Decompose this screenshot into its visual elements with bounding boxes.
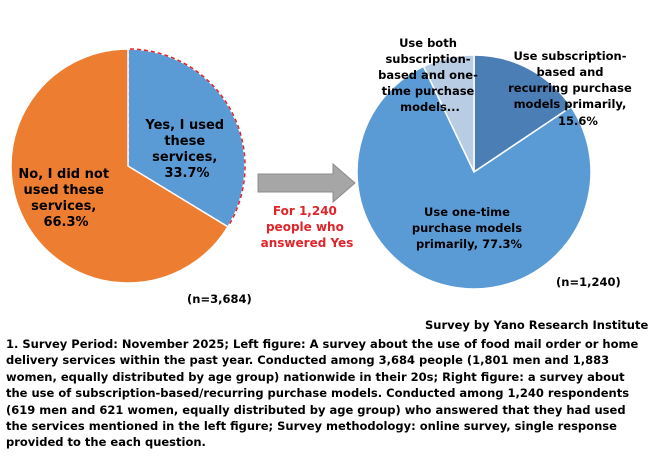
pie-slice-subscription — [473, 54, 573, 174]
right-subscription-label: Use subscription- based and recurring pu… — [508, 49, 636, 128]
right-n-label: (n=1,240) — [556, 275, 621, 289]
left-yes-label: Yes, I used these services, 33.7% — [144, 118, 228, 181]
right-pie-chart — [356, 54, 592, 290]
left-no-label: No, I did not used these services, 66.3% — [18, 167, 113, 230]
pie-slice-yes-highlight-border — [127, 48, 246, 228]
right-arrow-icon — [257, 162, 356, 204]
arrow-caption: For 1,240 people who answered Yes — [261, 204, 354, 250]
footnote: 1. Survey Period: November 2025; Left fi… — [6, 337, 639, 450]
left-n-label: (n=3,684) — [187, 292, 252, 306]
right-onetime-label: Use one-time purchase models primarily, … — [412, 205, 526, 251]
pie-slice-no — [10, 48, 229, 284]
pie-slice-both — [422, 54, 475, 173]
pie-slice-one-time — [356, 65, 592, 290]
source-credit: Survey by Yano Research Institute — [425, 318, 649, 332]
right-both-label: Use both subscription- based and one- ti… — [378, 36, 482, 114]
left-pie-chart — [10, 48, 246, 284]
